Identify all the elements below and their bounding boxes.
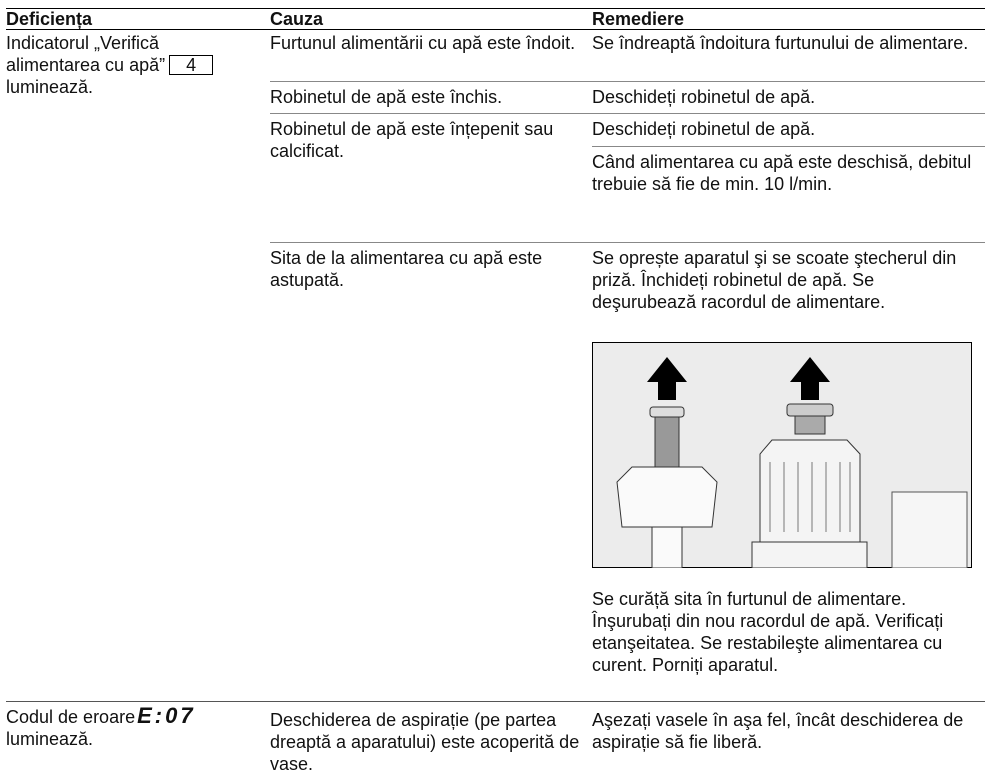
indicator-box: 4 <box>169 55 214 75</box>
cause: Sita de la alimentarea cu apă este astup… <box>270 248 543 290</box>
rule <box>6 701 985 702</box>
header-cell: Deficiența <box>6 9 93 29</box>
text: Codul de eroare <box>6 707 136 727</box>
remedy: Se îndreaptă îndoitura furtunului de ali… <box>592 33 969 53</box>
rule <box>6 8 985 9</box>
cause: Robinetul de apă este înțepenit sau calc… <box>270 119 554 161</box>
cause: Robinetul de apă este închis. <box>270 87 503 107</box>
illustration <box>592 342 972 568</box>
rule <box>270 113 985 114</box>
remedy: Se oprește aparatul şi se scoate ştecher… <box>592 248 957 312</box>
rule <box>270 81 985 82</box>
rule <box>270 242 985 243</box>
rule <box>592 146 985 147</box>
rule <box>6 29 985 30</box>
remedy: Se curăță sita în furtunul de alimentare… <box>592 589 944 675</box>
text: luminează. <box>6 77 94 97</box>
deficiency: Codul de eroareE:07 luminează. <box>6 705 256 750</box>
remedy: Aşezați vasele în aşa fel, încât deschid… <box>592 710 964 752</box>
header-cell: Cauza <box>270 9 324 29</box>
text: luminează. <box>6 729 94 749</box>
remedy: Deschideți robinetul de apă. <box>592 119 816 139</box>
error-code: E:07 <box>137 703 196 728</box>
deficiency: Indicatorul „Verifică alimentarea cu apă… <box>6 32 256 98</box>
header-cell: Remediere <box>592 9 685 29</box>
cause: Furtunul alimentării cu apă este îndoit. <box>270 33 576 53</box>
cause: Deschiderea de aspirație (pe partea drea… <box>270 710 580 774</box>
remedy: Când alimentarea cu apă este deschisă, d… <box>592 152 972 194</box>
text: Indicatorul „Verifică alimentarea cu apă… <box>6 33 166 75</box>
remedy: Deschideți robinetul de apă. <box>592 87 816 107</box>
